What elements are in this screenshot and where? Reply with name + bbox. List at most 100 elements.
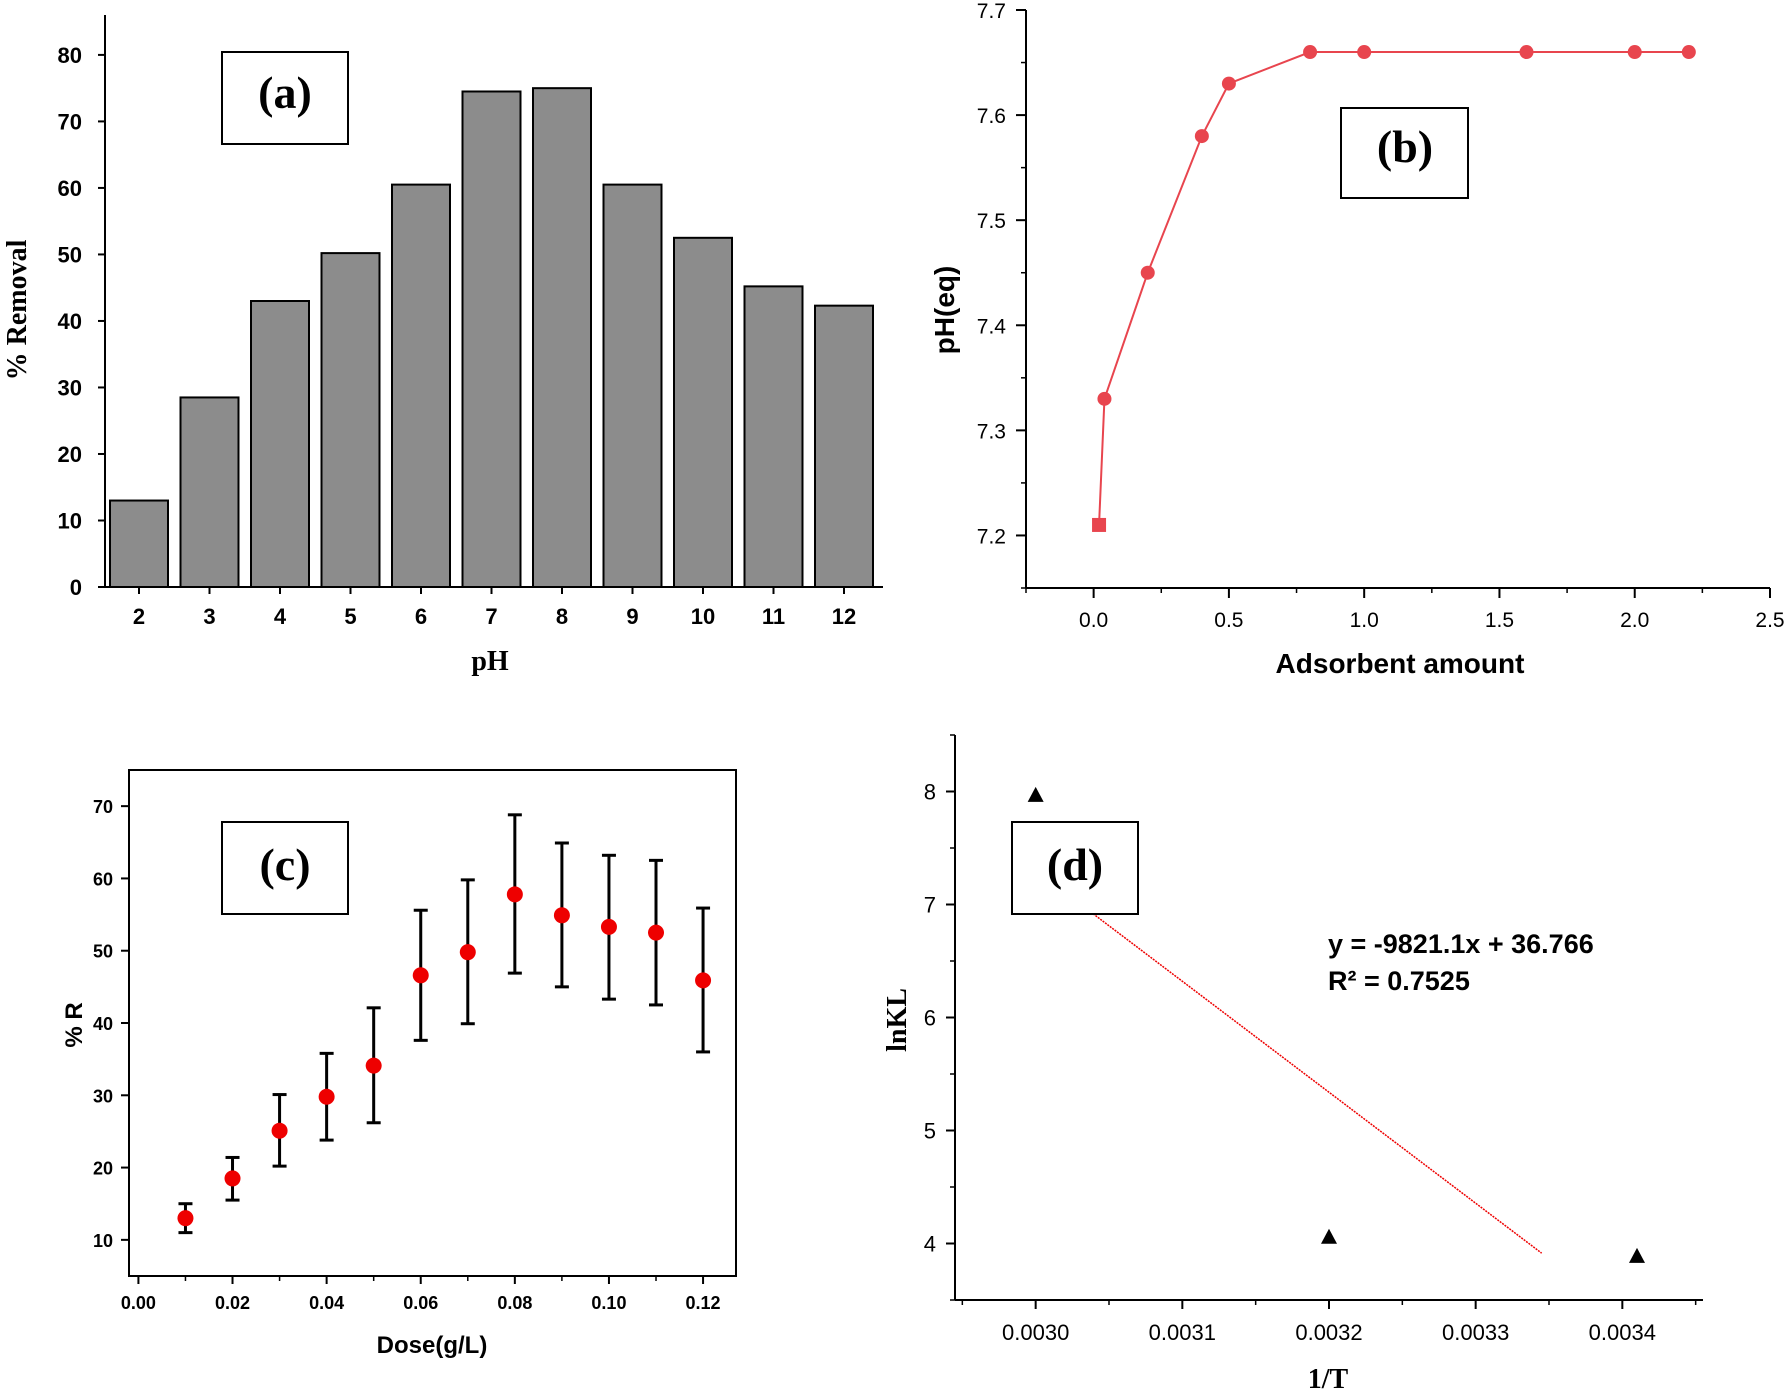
y-tick-label: 50 bbox=[58, 242, 82, 267]
panel-b-series-line bbox=[1098, 51, 1689, 525]
data-point bbox=[459, 944, 476, 961]
y-tick-label: 5 bbox=[924, 1119, 936, 1144]
data-point bbox=[1092, 517, 1107, 532]
y-tick-label: 7.2 bbox=[977, 525, 1006, 548]
panel-a-bar-chart: 2 3 4 5 6 7 8 9 10 11 12 0 10 20 30 40 50 60 70 80 (a) pH %… bbox=[2, 15, 883, 677]
y-tick-label: 30 bbox=[58, 375, 82, 400]
x-tick-label: 5 bbox=[344, 604, 356, 629]
panel-d-r-squared: R² = 0.7525 bbox=[1328, 966, 1470, 996]
y-tick-label: 6 bbox=[924, 1006, 936, 1031]
x-tick-label: 2 bbox=[133, 604, 145, 629]
data-point bbox=[1681, 45, 1696, 60]
panel-c-x-label: Dose(g/L) bbox=[377, 1332, 488, 1359]
data-point-triangle bbox=[1629, 1247, 1645, 1263]
panel-c-frame bbox=[128, 769, 737, 1277]
data-point bbox=[318, 1088, 335, 1105]
data-point bbox=[1194, 129, 1209, 144]
panel-c-scatter-chart: 0.00 0.02 0.04 0.06 0.08 0.10 0.12 10 20 30 40 50 60… bbox=[61, 769, 737, 1359]
data-point bbox=[600, 918, 617, 935]
x-tick-label: 2.0 bbox=[1620, 609, 1649, 632]
bar-ph-9 bbox=[602, 183, 663, 588]
x-tick-label: 0.08 bbox=[497, 1293, 532, 1313]
x-tick-label: 10 bbox=[691, 604, 715, 629]
x-tick-label: 9 bbox=[626, 604, 638, 629]
bar-ph-2 bbox=[109, 499, 169, 588]
panel-d-fit-line bbox=[1035, 869, 1543, 1254]
data-point-triangle bbox=[1027, 786, 1044, 802]
data-point bbox=[271, 1122, 288, 1139]
panel-b-label: (b) bbox=[1377, 121, 1433, 172]
x-tick-label: 11 bbox=[762, 604, 785, 629]
x-tick-label: 6 bbox=[415, 604, 427, 629]
y-tick-label: 70 bbox=[58, 109, 82, 134]
panel-b-y-label: pH(eq) bbox=[929, 266, 960, 355]
data-point bbox=[412, 967, 429, 984]
y-tick-label: 0 bbox=[70, 575, 82, 600]
data-point bbox=[1221, 76, 1236, 91]
data-point bbox=[1097, 391, 1112, 406]
x-tick-label: 0.0034 bbox=[1589, 1320, 1656, 1345]
panel-a-y-label: % Removal bbox=[2, 239, 33, 380]
x-tick-label: 0.12 bbox=[686, 1293, 721, 1313]
x-tick-label: 12 bbox=[832, 604, 856, 629]
y-tick-label: 7.7 bbox=[977, 0, 1006, 23]
x-tick-label: 0.0033 bbox=[1442, 1320, 1509, 1345]
y-tick-label: 80 bbox=[58, 43, 82, 68]
y-tick-label: 30 bbox=[93, 1086, 113, 1106]
data-point bbox=[1140, 265, 1155, 280]
x-tick-label: 0.0032 bbox=[1295, 1320, 1362, 1345]
panel-a-x-label: pH bbox=[471, 646, 509, 677]
data-point bbox=[506, 886, 523, 903]
panel-a-label: (a) bbox=[258, 67, 312, 118]
panel-c-y-label: % R bbox=[61, 1002, 88, 1047]
bar-ph-11 bbox=[743, 285, 804, 588]
bar-ph-12 bbox=[814, 304, 874, 588]
x-tick-label: 0.0 bbox=[1079, 609, 1108, 632]
x-tick-label: 0.06 bbox=[403, 1293, 438, 1313]
x-tick-label: 1.0 bbox=[1350, 609, 1379, 632]
bar-ph-8 bbox=[532, 87, 592, 589]
x-tick-label: 1.5 bbox=[1485, 609, 1514, 632]
bar-ph-10 bbox=[673, 236, 733, 588]
panel-d-y-label: lnKL bbox=[882, 988, 913, 1052]
data-point bbox=[177, 1210, 194, 1227]
y-tick-label: 40 bbox=[58, 309, 82, 334]
data-point bbox=[224, 1170, 241, 1187]
x-tick-label: 0.0030 bbox=[1002, 1320, 1069, 1345]
panel-c-label-box bbox=[221, 821, 349, 915]
y-tick-label: 40 bbox=[93, 1014, 113, 1034]
x-tick-label: 0.02 bbox=[215, 1293, 250, 1313]
data-point bbox=[1303, 45, 1318, 60]
x-tick-label: 0.00 bbox=[121, 1293, 156, 1313]
x-tick-label: 4 bbox=[274, 604, 287, 629]
y-tick-label: 60 bbox=[93, 869, 113, 889]
y-tick-label: 7.6 bbox=[977, 105, 1006, 128]
panel-d-label: (d) bbox=[1047, 839, 1103, 890]
data-point bbox=[1519, 45, 1534, 60]
y-tick-label: 7.5 bbox=[977, 210, 1006, 233]
y-tick-label: 10 bbox=[58, 508, 82, 533]
y-tick-label: 7.4 bbox=[977, 315, 1007, 338]
panel-b-line-chart: 0.0 0.5 1.0 1.5 2.0 2.5 7.2 7.3 7.4 7.5 7.6 7.7 (b)… bbox=[929, 0, 1785, 679]
y-tick-label: 60 bbox=[58, 176, 82, 201]
x-tick-label: 0.10 bbox=[591, 1293, 626, 1313]
y-tick-label: 20 bbox=[93, 1159, 113, 1179]
data-point bbox=[695, 972, 712, 989]
y-tick-label: 20 bbox=[58, 442, 82, 467]
x-tick-label: 0.5 bbox=[1214, 609, 1243, 632]
panel-d-equation: y = -9821.1x + 36.766 bbox=[1328, 929, 1594, 959]
bar-ph-7 bbox=[461, 90, 522, 588]
x-tick-label: 8 bbox=[556, 604, 568, 629]
y-tick-label: 7 bbox=[924, 893, 936, 918]
y-tick-label: 8 bbox=[924, 780, 936, 805]
bar-ph-6 bbox=[391, 183, 451, 588]
data-point bbox=[365, 1057, 382, 1074]
y-tick-label: 10 bbox=[93, 1231, 113, 1251]
panel-c-label: (c) bbox=[259, 839, 310, 890]
data-point bbox=[1357, 45, 1372, 60]
y-tick-label: 7.3 bbox=[977, 420, 1006, 443]
x-tick-label: 7 bbox=[485, 604, 497, 629]
panel-a-label-box bbox=[221, 51, 349, 145]
